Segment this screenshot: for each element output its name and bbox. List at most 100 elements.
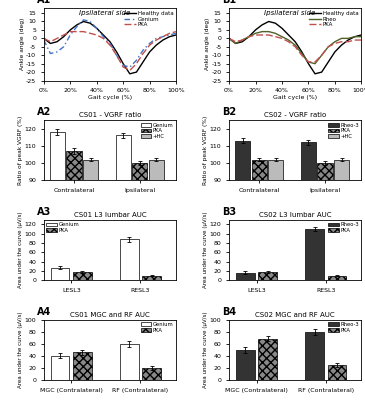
- Bar: [305, 229, 324, 280]
- Healthy data: [339, 43, 344, 48]
- Healthy data: [293, 39, 297, 44]
- Genium: [61, 44, 66, 49]
- Text: Ipsilateral side: Ipsilateral side: [79, 10, 130, 16]
- Bar: [73, 272, 92, 280]
- Bar: [73, 352, 92, 380]
- Y-axis label: Ratio of peak VGRF (%): Ratio of peak VGRF (%): [203, 116, 208, 185]
- Title: CS01 MGC and RF AUC: CS01 MGC and RF AUC: [70, 312, 150, 318]
- Text: B4: B4: [222, 307, 237, 317]
- Legend: Rheo-3, PKA, +HC: Rheo-3, PKA, +HC: [326, 120, 361, 141]
- Genium: [174, 31, 178, 36]
- Rheo: [234, 41, 238, 46]
- Healthy data: [88, 21, 92, 26]
- Genium: [81, 18, 86, 22]
- PKA: [48, 39, 53, 44]
- Bar: [142, 276, 161, 280]
- Healthy data: [240, 39, 245, 44]
- Line: Healthy data: Healthy data: [229, 22, 361, 74]
- Genium: [167, 32, 172, 37]
- X-axis label: Gait cycle (%): Gait cycle (%): [273, 94, 317, 100]
- Healthy data: [234, 41, 238, 46]
- Legend: Healthy data, Rheo, PKA: Healthy data, Rheo, PKA: [307, 8, 361, 30]
- Bar: [305, 332, 324, 380]
- Bar: [142, 368, 161, 380]
- Bar: [258, 339, 277, 380]
- PKA: [359, 38, 364, 42]
- Genium: [154, 36, 158, 41]
- Healthy data: [108, 39, 112, 44]
- Genium: [95, 26, 99, 31]
- Healthy data: [174, 32, 178, 37]
- PKA: [88, 31, 92, 36]
- PKA: [95, 32, 99, 37]
- Genium: [48, 51, 53, 56]
- Y-axis label: Area under the curve (µV/s): Area under the curve (µV/s): [203, 212, 208, 288]
- PKA: [61, 32, 66, 37]
- Rheo: [260, 29, 264, 34]
- PKA: [306, 60, 311, 64]
- Text: B2: B2: [222, 108, 237, 118]
- Genium: [141, 48, 145, 52]
- Healthy data: [333, 50, 337, 54]
- Genium: [42, 38, 46, 42]
- PKA: [81, 29, 86, 34]
- PKA: [346, 39, 350, 44]
- Title: CS02 - VGRF ratio: CS02 - VGRF ratio: [264, 112, 326, 118]
- PKA: [161, 34, 165, 39]
- Healthy data: [253, 28, 258, 32]
- PKA: [227, 36, 231, 41]
- Healthy data: [134, 70, 139, 74]
- Healthy data: [280, 26, 284, 31]
- Healthy data: [147, 50, 152, 54]
- Healthy data: [154, 43, 158, 48]
- Legend: Rheo-3, PKA: Rheo-3, PKA: [326, 220, 361, 235]
- X-axis label: Gait cycle (%): Gait cycle (%): [88, 94, 132, 100]
- Bar: [268, 160, 284, 180]
- Bar: [258, 272, 277, 280]
- Bar: [235, 141, 250, 180]
- Rheo: [247, 34, 251, 39]
- PKA: [319, 53, 324, 58]
- PKA: [353, 38, 357, 42]
- Line: PKA: PKA: [44, 32, 176, 70]
- Legend: Genium, PKA: Genium, PKA: [44, 220, 81, 235]
- Healthy data: [326, 60, 330, 64]
- Rheo: [266, 29, 271, 34]
- Healthy data: [61, 34, 66, 39]
- Rheo: [326, 44, 330, 49]
- PKA: [333, 41, 337, 46]
- PKA: [75, 29, 79, 34]
- Bar: [236, 350, 255, 380]
- PKA: [114, 53, 119, 58]
- Healthy data: [227, 36, 231, 41]
- PKA: [313, 60, 317, 64]
- Bar: [327, 365, 346, 380]
- Healthy data: [346, 38, 350, 42]
- Bar: [66, 151, 82, 180]
- Rheo: [280, 34, 284, 39]
- Healthy data: [68, 28, 72, 32]
- Y-axis label: Ratio of peak VGRF (%): Ratio of peak VGRF (%): [18, 116, 23, 185]
- Genium: [108, 41, 112, 46]
- Line: Genium: Genium: [44, 20, 176, 67]
- Rheo: [353, 34, 357, 39]
- Rheo: [293, 43, 297, 48]
- PKA: [55, 36, 59, 41]
- PKA: [101, 36, 105, 41]
- PKA: [134, 61, 139, 66]
- Genium: [68, 32, 72, 37]
- Rheo: [313, 61, 317, 66]
- Genium: [134, 58, 139, 63]
- Y-axis label: Area under the curve (µV/s): Area under the curve (µV/s): [18, 312, 23, 388]
- Rheo: [306, 60, 311, 64]
- Rheo: [240, 38, 245, 42]
- Legend: Healthy data, Genium, PKA: Healthy data, Genium, PKA: [122, 8, 176, 30]
- Rheo: [227, 36, 231, 41]
- Healthy data: [121, 61, 126, 66]
- Bar: [132, 163, 147, 180]
- Y-axis label: Area under the curve (µV/s): Area under the curve (µV/s): [203, 312, 208, 388]
- PKA: [141, 51, 145, 56]
- Healthy data: [75, 22, 79, 27]
- Healthy data: [81, 19, 86, 24]
- PKA: [147, 43, 152, 48]
